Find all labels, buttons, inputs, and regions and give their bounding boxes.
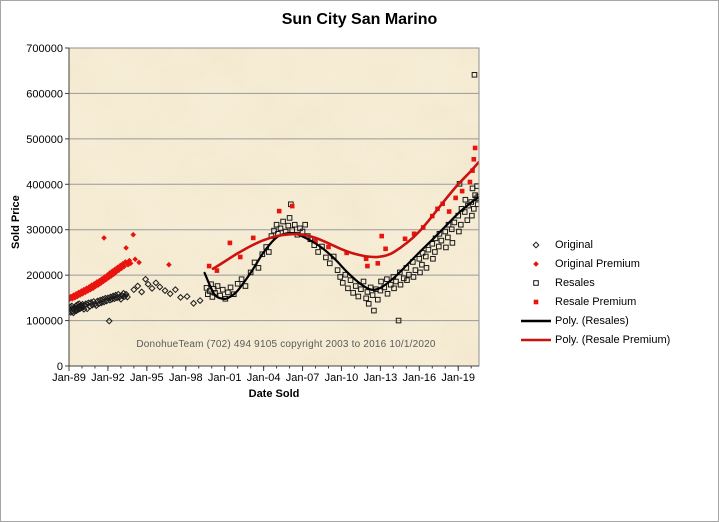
legend-label-poly-resale-premium: Poly. (Resale Premium) — [555, 333, 671, 346]
legend-label-original: Original — [555, 238, 593, 251]
y-tick-label: 100000 — [26, 316, 63, 328]
legend-item-poly-resales: Poly. (Resales) — [519, 311, 670, 330]
series-resale-premium — [206, 145, 478, 273]
x-tick-label: Jan-98 — [169, 372, 203, 384]
x-tick-label: Jan-92 — [91, 372, 125, 384]
x-tick-label: Jan-95 — [130, 372, 164, 384]
y-tick-label: 700000 — [26, 43, 63, 55]
series-original-premium — [69, 231, 172, 303]
x-tick-label: Jan-19 — [441, 372, 475, 384]
poly-resale-premium-marker-icon — [519, 334, 553, 346]
x-tick-label: Jan-07 — [286, 372, 320, 384]
x-tick-label: Jan-10 — [325, 372, 359, 384]
x-tick-label: Jan-04 — [247, 372, 281, 384]
plot-texture — [69, 48, 479, 366]
series-original — [69, 275, 204, 325]
original-premium-marker-icon — [519, 258, 553, 270]
poly-resales-marker-icon — [519, 315, 553, 327]
watermark-annotation: DonohueTeam (702) 494 9105 copyright 200… — [136, 339, 436, 350]
legend-label-original-premium: Original Premium — [555, 257, 640, 270]
y-tick-label: 600000 — [26, 88, 63, 100]
trendline-poly-resale-premium — [211, 161, 479, 271]
legend-item-resales: Resales — [519, 273, 670, 292]
x-tick-label: Jan-16 — [402, 372, 436, 384]
legend-item-poly-resale-premium: Poly. (Resale Premium) — [519, 330, 670, 349]
chart-title: Sun City San Marino — [281, 11, 438, 28]
y-tick-label: 300000 — [26, 225, 63, 237]
series-resales — [203, 72, 479, 324]
y-tick-label: 0 — [57, 361, 63, 373]
x-tick-label: Jan-89 — [52, 372, 86, 384]
y-tick-label: 500000 — [26, 134, 63, 146]
legend-label-poly-resales: Poly. (Resales) — [555, 314, 629, 327]
y-tick-label: 200000 — [26, 270, 63, 282]
legend-item-original: Original — [519, 235, 670, 254]
original-marker-icon — [519, 239, 553, 251]
x-axis-title: Date Sold — [248, 388, 300, 400]
resale-premium-marker-icon — [519, 296, 553, 308]
legend-item-original-premium: Original Premium — [519, 254, 670, 273]
y-tick-label: 400000 — [26, 179, 63, 191]
x-tick-label: Jan-01 — [208, 372, 242, 384]
legend-item-resale-premium: Resale Premium — [519, 292, 670, 311]
x-tick-label: Jan-13 — [364, 372, 398, 384]
chart-legend: Original Original Premium Resales Resale Pr… — [519, 235, 670, 349]
legend-label-resale-premium: Resale Premium — [555, 295, 637, 308]
legend-label-resales: Resales — [555, 276, 595, 289]
resales-marker-icon — [519, 277, 553, 289]
trendline-poly-resales — [203, 196, 479, 300]
y-axis-title: Sold Price — [10, 195, 22, 249]
